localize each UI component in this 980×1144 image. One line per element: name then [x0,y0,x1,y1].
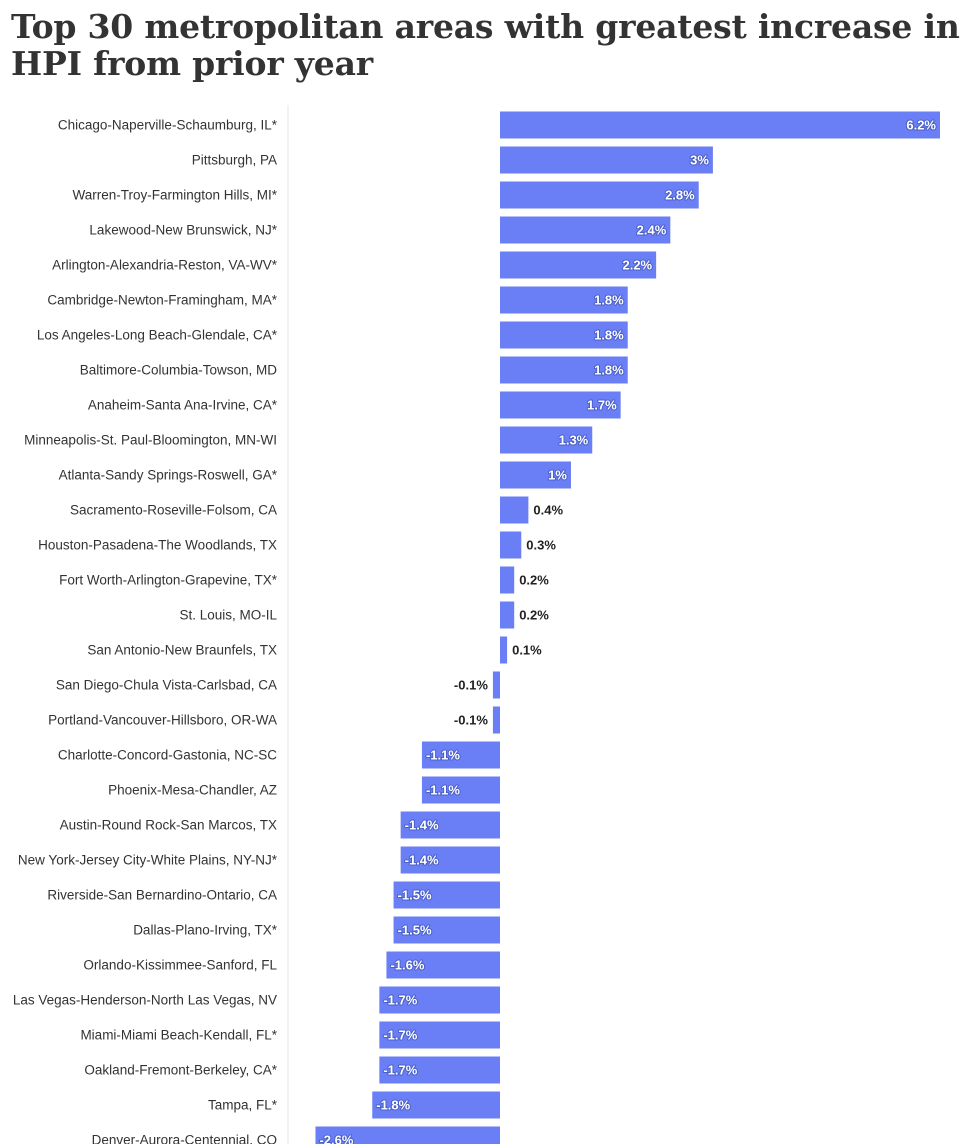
bar-riverside-san-bernardino-ontario-ca [393,881,500,909]
category-label-arlington-alexandria-reston-va-wv: Arlington-Alexandria-Reston, VA-WV* [52,258,278,273]
value-label-st-louis-mo-il: 0.2% [519,608,549,623]
value-labels-group: 6.2% 3% 2.8% 2.4% 2.2% 1.8% 1.8% 1.8% 1.7% 1.3% 1%… [318,117,937,1144]
category-labels-group: Chicago-Naperville-Schaumburg, IL* Pittsb… [13,118,278,1144]
bar-las-vegas-henderson-north-las-vegas-nv [379,986,500,1014]
bar-miami-miami-beach-kendall-fl [379,1021,500,1049]
category-label-san-diego-chula-vista-carlsbad-ca: San Diego-Chula Vista-Carlsbad, CA [56,678,277,693]
value-label-minneapolis-st-paul-bloomington-mn-wi: 1.3% [559,433,589,448]
value-label-cambridge-newton-framingham-ma: 1.8% [594,293,624,308]
bar-san-diego-chula-vista-carlsbad-ca [492,671,500,699]
bar-charlotte-concord-gastonia-nc-sc [421,741,500,769]
category-label-las-vegas-henderson-north-las-vegas-nv: Las Vegas-Henderson-North Las Vegas, NV [13,993,277,1008]
value-label-charlotte-concord-gastonia-nc-sc: -1.1% [426,748,460,763]
value-label-new-york-jersey-city-white-plains-ny-nj: -1.4% [405,853,439,868]
value-label-los-angeles-long-beach-glendale-ca: 1.8% [594,328,624,343]
value-label-portland-vancouver-hillsboro-or-wa: -0.1% [454,713,488,728]
category-label-portland-vancouver-hillsboro-or-wa: Portland-Vancouver-Hillsboro, OR-WA [48,713,277,728]
value-label-austin-round-rock-san-marcos-tx: -1.4% [405,818,439,833]
value-label-orlando-kissimmee-sanford-fl: -1.6% [390,958,424,973]
bar-phoenix-mesa-chandler-az [421,776,500,804]
bar-warren-troy-farmington-hills-mi [500,181,699,209]
bar-atlanta-sandy-springs-roswell-ga [500,461,571,489]
bar-pittsburgh-pa [500,146,713,174]
bar-anaheim-santa-ana-irvine-ca [500,391,621,419]
category-label-atlanta-sandy-springs-roswell-ga: Atlanta-Sandy Springs-Roswell, GA* [59,468,278,483]
category-label-houston-pasadena-the-woodlands-tx: Houston-Pasadena-The Woodlands, TX [38,538,277,553]
bar-baltimore-columbia-towson-md [500,356,628,384]
bar-oakland-fremont-berkeley-ca [379,1056,500,1084]
value-label-san-diego-chula-vista-carlsbad-ca: -0.1% [454,678,488,693]
bar-los-angeles-long-beach-glendale-ca [500,321,628,349]
category-label-st-louis-mo-il: St. Louis, MO-IL [179,608,277,623]
bar-dallas-plano-irving-tx [393,916,500,944]
category-label-orlando-kissimmee-sanford-fl: Orlando-Kissimmee-Sanford, FL [83,958,277,973]
value-label-miami-miami-beach-kendall-fl: -1.7% [383,1028,417,1043]
value-label-riverside-san-bernardino-ontario-ca: -1.5% [398,888,432,903]
value-label-lakewood-new-brunswick-nj: 2.4% [637,223,667,238]
category-label-san-antonio-new-braunfels-tx: San Antonio-New Braunfels, TX [87,643,277,658]
bar-cambridge-newton-framingham-ma [500,286,628,314]
value-label-sacramento-roseville-folsom-ca: 0.4% [533,503,563,518]
value-label-warren-troy-farmington-hills-mi: 2.8% [665,188,695,203]
category-label-riverside-san-bernardino-ontario-ca: Riverside-San Bernardino-Ontario, CA [47,888,277,903]
chart-title: Top 30 metropolitan areas with greatest … [11,7,960,83]
category-label-fort-worth-arlington-grapevine-tx: Fort Worth-Arlington-Grapevine, TX* [59,573,278,588]
bar-portland-vancouver-hillsboro-or-wa [492,706,500,734]
value-label-houston-pasadena-the-woodlands-tx: 0.3% [526,538,556,553]
value-label-baltimore-columbia-towson-md: 1.8% [594,363,624,378]
bar-denver-aurora-centennial-co [315,1126,500,1144]
category-label-sacramento-roseville-folsom-ca: Sacramento-Roseville-Folsom, CA [70,503,277,518]
value-label-dallas-plano-irving-tx: -1.5% [398,923,432,938]
bars-group [315,111,940,1144]
bar-fort-worth-arlington-grapevine-tx [500,566,515,594]
bar-arlington-alexandria-reston-va-wv [500,251,657,279]
category-label-warren-troy-farmington-hills-mi: Warren-Troy-Farmington Hills, MI* [72,188,277,203]
bar-tampa-fl [372,1091,500,1119]
category-label-new-york-jersey-city-white-plains-ny-nj: New York-Jersey City-White Plains, NY-NJ… [18,853,278,868]
category-label-phoenix-mesa-chandler-az: Phoenix-Mesa-Chandler, AZ [108,783,277,798]
category-label-baltimore-columbia-towson-md: Baltimore-Columbia-Towson, MD [80,363,278,378]
bar-san-antonio-new-braunfels-tx [500,636,508,664]
value-label-tampa-fl: -1.8% [376,1098,410,1113]
value-label-phoenix-mesa-chandler-az: -1.1% [426,783,460,798]
bar-austin-round-rock-san-marcos-tx [400,811,500,839]
category-label-cambridge-newton-framingham-ma: Cambridge-Newton-Framingham, MA* [47,293,277,308]
value-label-atlanta-sandy-springs-roswell-ga: 1% [548,468,567,483]
category-label-anaheim-santa-ana-irvine-ca: Anaheim-Santa Ana-Irvine, CA* [88,398,278,413]
bar-minneapolis-st-paul-bloomington-mn-wi [500,426,593,454]
bar-st-louis-mo-il [500,601,515,629]
category-label-tampa-fl: Tampa, FL* [208,1098,278,1113]
category-label-los-angeles-long-beach-glendale-ca: Los Angeles-Long Beach-Glendale, CA* [37,328,278,343]
value-label-denver-aurora-centennial-co: -2.6% [319,1133,353,1144]
bar-lakewood-new-brunswick-nj [500,216,671,244]
category-label-charlotte-concord-gastonia-nc-sc: Charlotte-Concord-Gastonia, NC-SC [58,748,277,763]
value-label-san-antonio-new-braunfels-tx: 0.1% [512,643,542,658]
category-label-dallas-plano-irving-tx: Dallas-Plano-Irving, TX* [133,923,278,938]
value-label-fort-worth-arlington-grapevine-tx: 0.2% [519,573,549,588]
category-label-lakewood-new-brunswick-nj: Lakewood-New Brunswick, NJ* [89,223,277,238]
value-label-oakland-fremont-berkeley-ca: -1.7% [383,1063,417,1078]
category-label-oakland-fremont-berkeley-ca: Oakland-Fremont-Berkeley, CA* [84,1063,277,1078]
value-label-anaheim-santa-ana-irvine-ca: 1.7% [587,398,617,413]
bar-houston-pasadena-the-woodlands-tx [500,531,522,559]
category-label-denver-aurora-centennial-co: Denver-Aurora-Centennial, CO [92,1133,277,1144]
bar-new-york-jersey-city-white-plains-ny-nj [400,846,500,874]
bar-sacramento-roseville-folsom-ca [500,496,529,524]
value-label-chicago-naperville-schaumburg-il: 6.2% [906,118,936,133]
category-label-chicago-naperville-schaumburg-il: Chicago-Naperville-Schaumburg, IL* [58,118,278,133]
bar-chicago-naperville-schaumburg-il [500,111,940,139]
value-label-pittsburgh-pa: 3% [690,153,709,168]
value-label-arlington-alexandria-reston-va-wv: 2.2% [622,258,652,273]
category-label-miami-miami-beach-kendall-fl: Miami-Miami Beach-Kendall, FL* [80,1028,277,1043]
bar-orlando-kissimmee-sanford-fl [386,951,500,979]
category-label-austin-round-rock-san-marcos-tx: Austin-Round Rock-San Marcos, TX [60,818,277,833]
category-label-pittsburgh-pa: Pittsburgh, PA [192,153,277,168]
value-label-las-vegas-henderson-north-las-vegas-nv: -1.7% [383,993,417,1008]
category-label-minneapolis-st-paul-bloomington-mn-wi: Minneapolis-St. Paul-Bloomington, MN-WI [24,433,277,448]
